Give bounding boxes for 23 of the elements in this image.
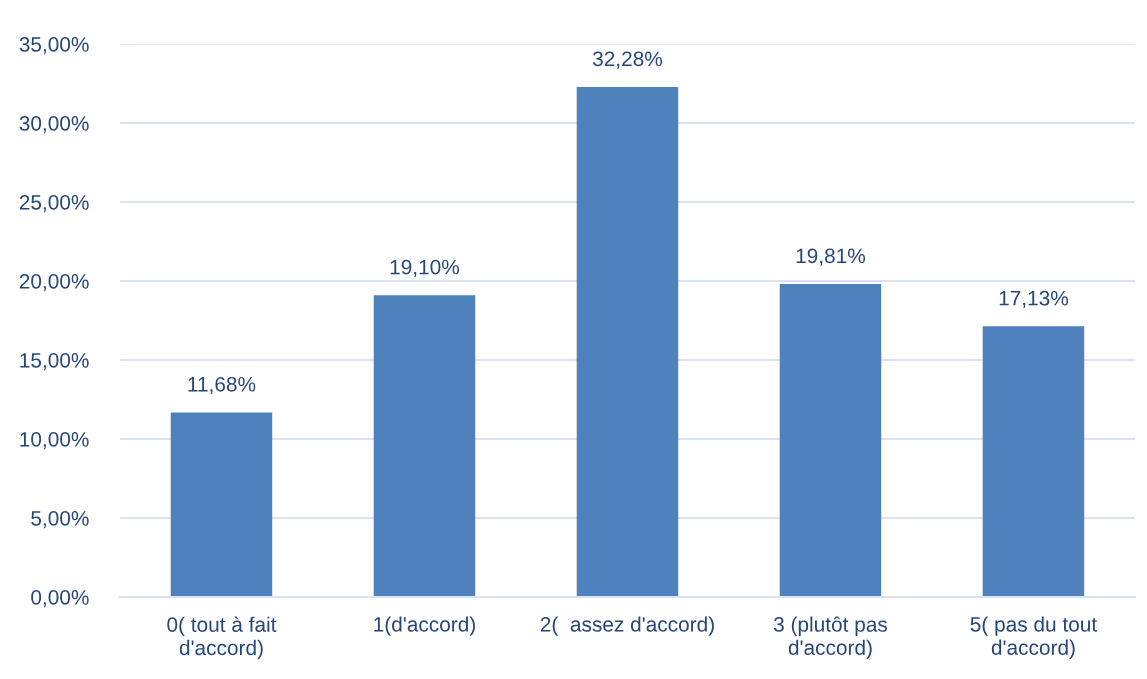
y-tick-label: 35,00%: [19, 37, 89, 55]
y-tick-label: 30,00%: [19, 116, 89, 134]
bar: [170, 412, 273, 597]
data-label: 32,28%: [592, 51, 663, 69]
x-tick-label: 1(d'accord): [374, 616, 475, 636]
y-tick-label: 15,00%: [20, 352, 89, 371]
y-tick-label: 20,00%: [19, 273, 89, 292]
bar: [373, 295, 476, 597]
x-tick-label: 0( tout à fait d'accord): [167, 616, 277, 660]
bar: [576, 86, 679, 597]
y-tick-label: 10,00%: [20, 431, 89, 450]
data-label: 17,13%: [999, 290, 1069, 309]
y-tick-label: 5,00%: [31, 510, 89, 529]
x-tick-label: 5( pas du tout d'accord): [970, 616, 1098, 660]
data-label: 19,10%: [390, 259, 460, 277]
bar: [779, 283, 882, 597]
x-tick-label: 2( assez d'accord): [540, 616, 714, 636]
data-label: 11,68%: [188, 376, 256, 395]
y-tick-label: 25,00%: [19, 194, 89, 213]
data-label: 19,81%: [796, 248, 866, 266]
y-tick-label: 0,00%: [31, 589, 89, 608]
bar: [982, 326, 1085, 597]
x-tick-label: 3 (plutôt pas d'accord): [773, 616, 888, 660]
